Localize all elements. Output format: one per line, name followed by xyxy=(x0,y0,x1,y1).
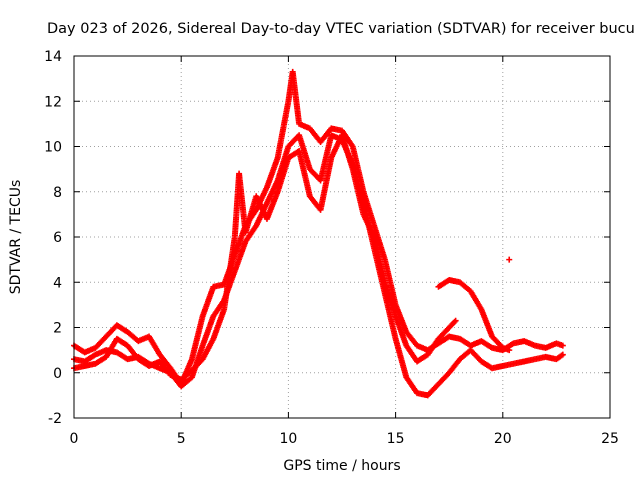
x-tick-label: 10 xyxy=(279,431,297,447)
y-tick-label: 0 xyxy=(53,366,62,382)
y-tick-labels: -2 0 2 4 6 8 10 12 14 xyxy=(44,49,62,427)
series-track-c xyxy=(71,132,459,383)
y-tick-label: 10 xyxy=(44,140,62,156)
series-track-b xyxy=(71,132,566,399)
series-outlier xyxy=(506,256,513,263)
y-tick-label: 2 xyxy=(53,321,62,337)
y-tick-label: 12 xyxy=(44,94,62,110)
x-axis-label: GPS time / hours xyxy=(283,458,400,474)
axis-ticks xyxy=(73,55,611,419)
y-tick-label: 14 xyxy=(44,49,62,65)
series-track-d xyxy=(435,276,513,354)
data-point xyxy=(506,256,513,263)
data-points xyxy=(71,68,566,399)
y-axis-label: SDTVAR / TECUs xyxy=(8,180,24,295)
y-tick-label: 4 xyxy=(53,275,62,291)
x-tick-label: 25 xyxy=(601,431,619,447)
x-tick-label: 0 xyxy=(70,431,79,447)
x-tick-labels: 0 5 10 15 20 25 xyxy=(70,431,619,447)
data-point xyxy=(506,347,513,354)
y-tick-label: -2 xyxy=(48,411,62,427)
chart-title: Day 023 of 2026, Sidereal Day-to-day VTE… xyxy=(47,21,635,37)
data-point xyxy=(451,318,458,325)
x-tick-label: 5 xyxy=(177,431,186,447)
data-point xyxy=(452,317,459,324)
data-point xyxy=(559,342,566,349)
x-tick-label: 20 xyxy=(494,431,512,447)
y-tick-label: 8 xyxy=(53,185,62,201)
data-point xyxy=(559,351,566,358)
y-tick-label: 6 xyxy=(53,230,62,246)
x-tick-label: 15 xyxy=(387,431,405,447)
